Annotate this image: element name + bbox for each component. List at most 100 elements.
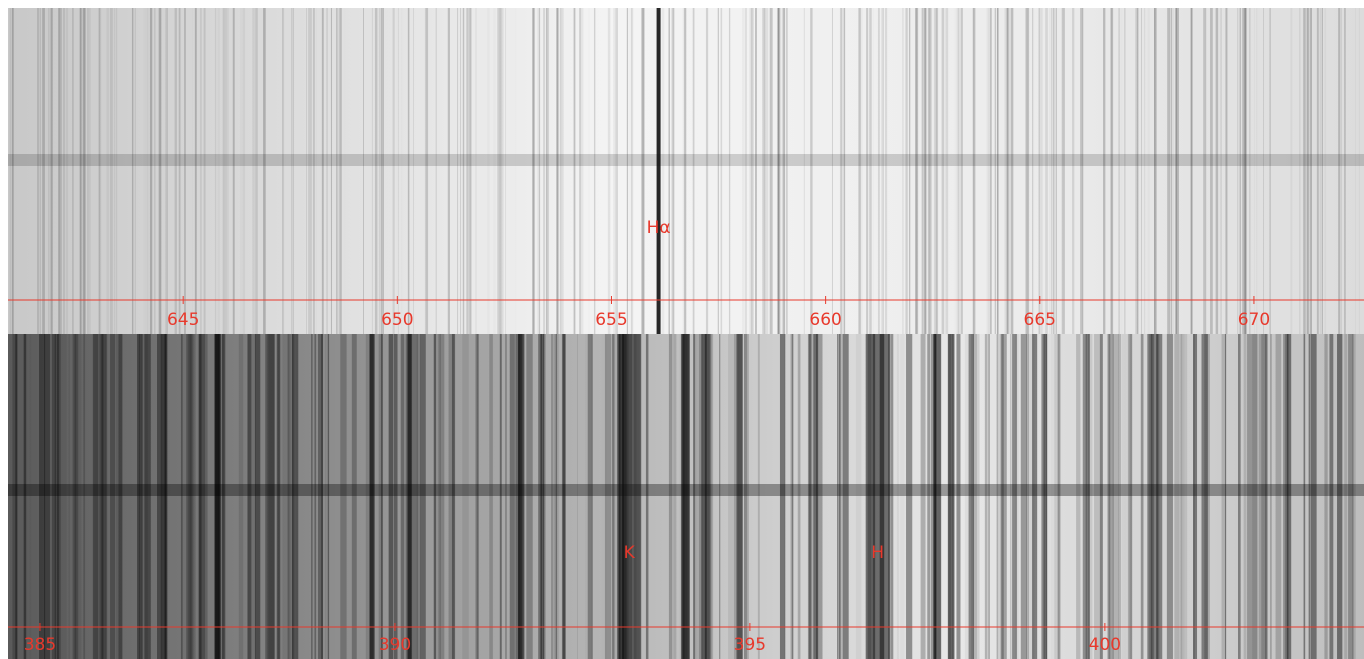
tick-label: 390: [379, 635, 411, 655]
absorption-line: [413, 334, 418, 659]
absorption-line: [548, 8, 549, 334]
absorption-line: [1201, 334, 1207, 659]
absorption-line: [810, 8, 812, 334]
absorption-line: [123, 8, 124, 334]
absorption-line: [181, 334, 187, 659]
absorption-line: [1080, 8, 1082, 334]
absorption-line: [1341, 8, 1342, 334]
absorption-line: [144, 334, 150, 659]
absorption-line: [1300, 8, 1301, 334]
absorption-line: [1015, 334, 1019, 659]
absorption-line: [292, 334, 293, 659]
absorption-line: [1285, 334, 1289, 659]
absorption-line: [515, 8, 516, 334]
absorption-line: [167, 8, 168, 334]
absorption-line: [1003, 334, 1004, 659]
feature-line: [866, 334, 890, 659]
absorption-line: [401, 8, 402, 334]
absorption-line: [1053, 8, 1055, 334]
absorption-line: [370, 334, 375, 659]
absorption-line: [255, 334, 256, 659]
absorption-line: [729, 8, 730, 334]
absorption-line: [1051, 8, 1052, 334]
absorption-line: [394, 334, 398, 659]
absorption-line: [1005, 8, 1007, 334]
absorption-line: [310, 8, 311, 334]
absorption-line: [537, 8, 538, 334]
absorption-line: [1129, 334, 1132, 659]
absorption-line: [438, 334, 440, 659]
absorption-line: [420, 334, 426, 659]
absorption-line: [154, 8, 155, 334]
absorption-line: [928, 8, 930, 334]
absorption-line: [29, 334, 31, 659]
spectra-figure: Hα645650655660665670KH385390395400: [0, 0, 1364, 659]
absorption-line: [608, 8, 611, 334]
tick-label: 670: [1238, 310, 1270, 330]
absorption-line: [736, 334, 742, 659]
absorption-line: [843, 8, 845, 334]
absorption-line: [756, 8, 757, 334]
absorption-line: [922, 8, 924, 334]
absorption-line: [1258, 8, 1260, 334]
absorption-line: [137, 334, 143, 659]
absorption-line: [222, 334, 225, 659]
absorption-line: [233, 8, 235, 334]
absorption-line: [227, 8, 229, 334]
absorption-line: [558, 8, 559, 334]
absorption-line: [184, 8, 186, 334]
absorption-line: [1118, 334, 1119, 659]
absorption-line: [407, 334, 412, 659]
absorption-line: [460, 8, 461, 334]
absorption-line: [1307, 8, 1309, 334]
absorption-line: [1054, 334, 1059, 659]
absorption-line: [143, 8, 144, 334]
absorption-line: [792, 334, 793, 659]
absorption-line: [1239, 8, 1240, 334]
absorption-line: [709, 334, 712, 659]
absorption-line: [1148, 8, 1150, 334]
absorption-line: [840, 334, 843, 659]
absorption-line: [1021, 334, 1027, 659]
absorption-line: [662, 8, 665, 334]
absorption-line: [198, 334, 201, 659]
absorption-line: [1310, 8, 1311, 334]
absorption-line: [878, 8, 880, 334]
absorption-line: [1060, 334, 1063, 659]
absorption-line: [24, 334, 26, 659]
absorption-line: [1050, 8, 1051, 334]
absorption-line: [293, 334, 295, 659]
absorption-line: [574, 8, 576, 334]
absorption-line: [539, 8, 540, 334]
absorption-line: [1154, 8, 1155, 334]
absorption-line: [1270, 334, 1272, 659]
absorption-line: [1157, 334, 1159, 659]
absorption-line: [973, 334, 979, 659]
absorption-line: [146, 8, 148, 334]
absorption-line: [990, 334, 995, 659]
absorption-line: [505, 8, 506, 334]
absorption-line: [466, 8, 468, 334]
absorption-line: [881, 8, 884, 334]
absorption-line: [706, 8, 708, 334]
absorption-line: [1046, 334, 1048, 659]
absorption-line: [398, 8, 399, 334]
absorption-line: [1135, 8, 1137, 334]
absorption-line: [1121, 8, 1123, 334]
absorption-line: [1120, 334, 1121, 659]
absorption-line: [588, 334, 593, 659]
absorption-line: [186, 334, 192, 659]
absorption-line: [1205, 8, 1206, 334]
absorption-line: [1124, 8, 1126, 334]
absorption-line: [1257, 8, 1258, 334]
absorption-line: [838, 8, 840, 334]
absorption-line: [366, 334, 370, 659]
absorption-line: [402, 334, 405, 659]
absorption-line: [1045, 8, 1048, 334]
absorption-line: [873, 8, 874, 334]
absorption-line: [9, 8, 11, 334]
absorption-line: [686, 8, 687, 334]
absorption-line: [1172, 8, 1175, 334]
absorption-line: [1253, 334, 1258, 659]
absorption-line: [1259, 334, 1266, 659]
